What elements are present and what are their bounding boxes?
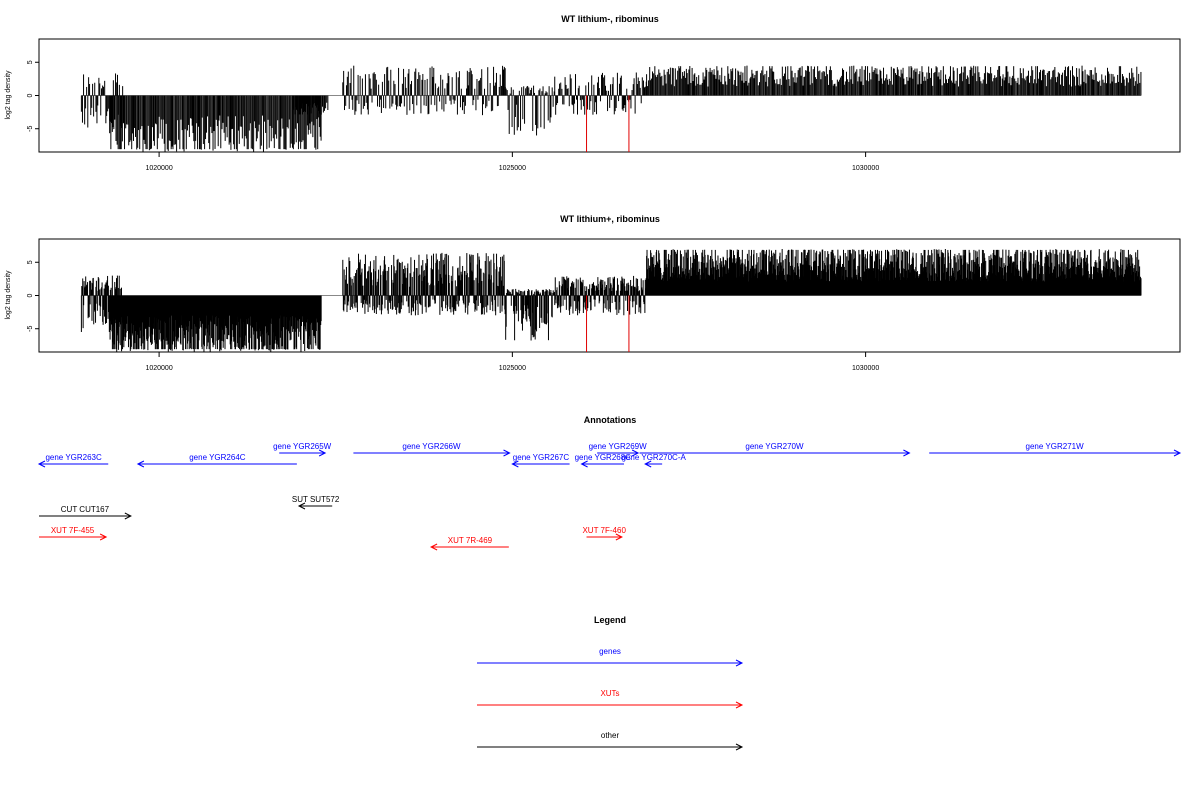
x-tick-label: 1025000 xyxy=(499,165,526,172)
annotation-feature: XUT 7R-469 xyxy=(429,536,509,551)
arrowhead-icon xyxy=(318,449,327,457)
annotation-feature: CUT CUT167 xyxy=(39,505,132,520)
y-tick-label: 0 xyxy=(27,93,34,97)
arrowhead-icon xyxy=(735,701,744,709)
y-tick-label: -5 xyxy=(27,126,34,132)
feature-label: gene YGR264C xyxy=(189,453,246,462)
arrowhead-icon xyxy=(429,543,438,551)
panel-title: WT lithium+, ribominus xyxy=(560,214,660,224)
bar-group xyxy=(80,65,1142,152)
x-tick-label: 1020000 xyxy=(145,165,172,172)
bar-group xyxy=(80,248,1142,352)
annotation-feature: gene YGR265W xyxy=(273,442,332,457)
arrowhead-icon xyxy=(644,460,652,468)
arrowhead-icon xyxy=(903,449,911,457)
arrowhead-icon xyxy=(631,449,640,457)
legend-title: Legend xyxy=(594,615,626,625)
legend-label: other xyxy=(601,731,620,740)
y-axis-label: log2 tag density xyxy=(5,270,12,320)
annotation-feature: XUT 7F-455 xyxy=(39,526,108,541)
panel-title: WT lithium-, ribominus xyxy=(561,14,659,24)
feature-label: XUT 7F-455 xyxy=(51,526,95,535)
arrowhead-icon xyxy=(735,743,744,751)
arrowhead-icon xyxy=(735,659,744,667)
feature-label: gene YGR271W xyxy=(1026,442,1085,451)
legend-item: XUTs xyxy=(477,689,744,709)
legend-item: other xyxy=(477,731,744,751)
arrowhead-icon xyxy=(37,460,46,468)
legend-item: genes xyxy=(477,647,744,667)
y-axis-label: log2 tag density xyxy=(5,70,12,120)
annotation-feature: gene YGR270W xyxy=(639,442,911,457)
feature-label: gene YGR265W xyxy=(273,442,332,451)
wt-lithium-minus-panel: WT lithium-, ribominus log2 tag density … xyxy=(5,14,1181,172)
annotation-feature: gene YGR266W xyxy=(353,442,511,457)
y-axis: -5 0 5 xyxy=(27,260,39,332)
legend-items: genes XUTs other xyxy=(477,647,744,751)
arrowhead-icon xyxy=(1173,449,1182,457)
y-tick-label: 5 xyxy=(27,60,34,64)
annotation-features: gene YGR263C gene YGR264C gene YGR265W gene… xyxy=(37,442,1182,551)
annotation-feature: gene YGR268C xyxy=(575,453,632,468)
arrowhead-icon xyxy=(503,449,511,457)
x-axis: 1020000 1025000 1030000 xyxy=(145,152,879,172)
arrowhead-icon xyxy=(99,533,108,541)
annotation-feature: gene YGR263C xyxy=(37,453,109,468)
x-tick-label: 1025000 xyxy=(499,365,526,372)
y-axis: -5 0 5 xyxy=(27,60,39,132)
legend-label: XUTs xyxy=(600,689,619,698)
feature-label: CUT CUT167 xyxy=(61,505,110,514)
annotations-title: Annotations xyxy=(584,415,637,425)
annotation-feature: gene YGR270C-A xyxy=(621,453,686,468)
y-tick-label: 0 xyxy=(27,293,34,297)
arrowhead-icon xyxy=(124,512,132,520)
annotation-feature: gene YGR264C xyxy=(136,453,297,468)
feature-label: gene YGR270C-A xyxy=(621,453,686,462)
feature-label: gene YGR270W xyxy=(745,442,804,451)
annotation-feature: gene YGR271W xyxy=(929,442,1182,457)
x-tick-label: 1020000 xyxy=(145,365,172,372)
arrowhead-icon xyxy=(297,502,306,510)
y-tick-label: -5 xyxy=(27,326,34,332)
feature-label: gene YGR263C xyxy=(45,453,102,462)
feature-label: XUT 7F-460 xyxy=(582,526,626,535)
annotation-feature: gene YGR267C xyxy=(511,453,570,468)
x-axis: 1020000 1025000 1030000 xyxy=(145,352,879,372)
legend-label: genes xyxy=(599,647,621,656)
x-tick-label: 1030000 xyxy=(852,365,879,372)
feature-label: gene YGR269W xyxy=(589,442,648,451)
annotation-feature: XUT 7F-460 xyxy=(582,526,626,541)
feature-label: gene YGR267C xyxy=(513,453,570,462)
wt-lithium-plus-panel: WT lithium+, ribominus log2 tag density … xyxy=(5,214,1181,372)
annotation-feature: gene YGR269W xyxy=(589,442,648,457)
arrowhead-icon xyxy=(615,533,623,541)
annotation-feature: SUT SUT572 xyxy=(292,495,340,510)
legend: Legend genes XUTs other xyxy=(477,615,744,751)
feature-label: gene YGR268C xyxy=(575,453,632,462)
x-tick-label: 1030000 xyxy=(852,165,879,172)
annotations-track: Annotations gene YGR263C gene YGR264Cgene… xyxy=(37,415,1182,551)
arrowhead-icon xyxy=(511,460,519,468)
feature-label: SUT SUT572 xyxy=(292,495,340,504)
arrowhead-icon xyxy=(580,460,588,468)
feature-label: XUT 7R-469 xyxy=(448,536,493,545)
feature-label: gene YGR266W xyxy=(402,442,461,451)
y-tick-label: 5 xyxy=(27,260,34,264)
arrowhead-icon xyxy=(136,460,145,468)
